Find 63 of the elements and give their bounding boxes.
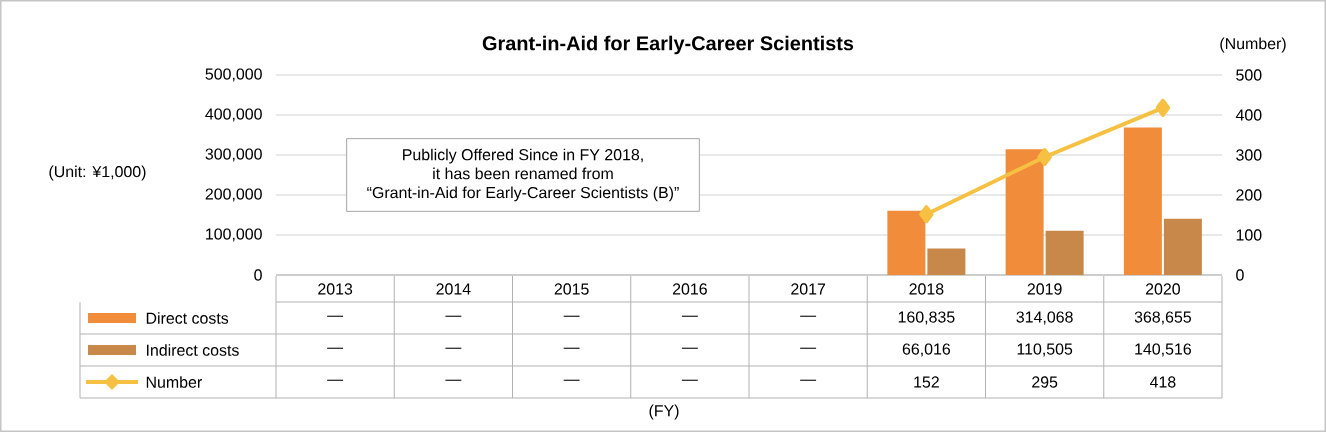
text: — bbox=[800, 379, 817, 381]
y2-tick-label: 200 bbox=[1236, 189, 1262, 201]
y-tick-label: 500,000 bbox=[205, 68, 262, 82]
legend-label: Number bbox=[146, 376, 202, 388]
text: — bbox=[445, 379, 462, 381]
bar bbox=[1045, 230, 1084, 275]
text: — bbox=[681, 347, 698, 349]
data-label: 66,016 bbox=[902, 343, 951, 357]
text: (FY) bbox=[649, 404, 679, 420]
text: — bbox=[445, 315, 462, 317]
point bbox=[1155, 98, 1171, 117]
text: — bbox=[800, 315, 817, 317]
y2-tick-label: 100 bbox=[1236, 229, 1262, 241]
bar bbox=[927, 248, 966, 275]
y2-tick-label: 500 bbox=[1236, 69, 1262, 81]
text: — bbox=[445, 347, 462, 349]
x-tick-label: 2017 bbox=[791, 283, 826, 295]
data-label: 368,655 bbox=[1134, 311, 1192, 325]
text: — bbox=[563, 379, 580, 381]
y2-tick-label: 300 bbox=[1236, 149, 1262, 161]
x-tick-label: 2013 bbox=[318, 283, 353, 295]
data-label: 152 bbox=[914, 376, 939, 388]
text: — bbox=[800, 347, 817, 349]
y-tick-label: 400,000 bbox=[205, 108, 262, 122]
chart-title: Grant-in-Aid for Early-Career Scientists bbox=[482, 35, 854, 55]
annotation: Publicly Offered Since in FY 2018, bbox=[403, 148, 643, 164]
point bbox=[919, 205, 934, 224]
data-label: 160,835 bbox=[898, 311, 955, 325]
text: — bbox=[563, 315, 580, 317]
y2-tick-label: 0 bbox=[1236, 269, 1244, 281]
x-tick-label: 2018 bbox=[909, 283, 944, 295]
text: — bbox=[327, 379, 344, 381]
legend-label: Indirect costs bbox=[146, 344, 239, 356]
text: — bbox=[327, 347, 344, 349]
data-label: 110,505 bbox=[1017, 343, 1073, 357]
bar bbox=[1123, 127, 1162, 275]
y2-axis-title: (Number) bbox=[1220, 37, 1286, 53]
data-label: 314,068 bbox=[1016, 311, 1073, 325]
x-tick-label: 2019 bbox=[1027, 283, 1062, 295]
legend-label: Direct costs bbox=[146, 312, 229, 324]
point bbox=[1037, 148, 1052, 166]
x-tick-label: 2016 bbox=[672, 283, 707, 295]
bar bbox=[1163, 218, 1202, 275]
x-tick-label: 2014 bbox=[436, 283, 471, 295]
bar bbox=[887, 210, 926, 275]
y2-tick-label: 400 bbox=[1235, 109, 1262, 121]
annotation: it has been renamed from bbox=[433, 167, 613, 180]
text: — bbox=[681, 379, 698, 381]
data-label: 140,516 bbox=[1135, 343, 1191, 357]
data-label: 418 bbox=[1149, 376, 1176, 388]
y-tick-label: 100,000 bbox=[206, 228, 262, 242]
y-tick-label: 200,000 bbox=[205, 188, 262, 202]
y-tick-label: 0 bbox=[254, 269, 262, 281]
text: — bbox=[563, 347, 580, 349]
text: — bbox=[681, 315, 698, 317]
x-tick-label: 2020 bbox=[1145, 283, 1180, 295]
bar bbox=[1005, 149, 1044, 275]
text: — bbox=[327, 315, 344, 317]
x-tick-label: 2015 bbox=[554, 283, 589, 295]
y-axis-title: (Unit: ¥1,000) bbox=[49, 165, 146, 181]
annotation: “Grant-in-Aid for Early-Career Scientists (B)” bbox=[367, 186, 679, 202]
y-tick-label: 300,000 bbox=[205, 148, 262, 162]
data-label: 295 bbox=[1032, 376, 1058, 388]
